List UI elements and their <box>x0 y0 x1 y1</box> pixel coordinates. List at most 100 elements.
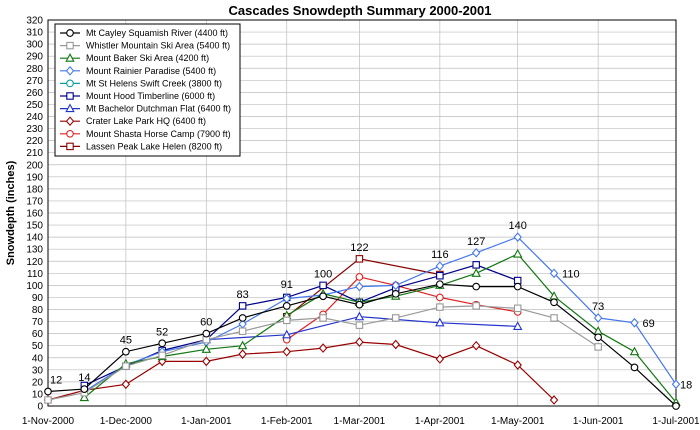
y-axis-label: Snowdepth (inches) <box>5 160 17 265</box>
legend-marker <box>66 129 74 138</box>
legend-label: Mt St Helens Swift Creek (3800 ft) <box>86 78 222 88</box>
y-tick-label: 300 <box>26 40 43 51</box>
legend-entry: Mt Bachelor Dutchman Flat (6400 ft) <box>60 103 231 114</box>
data-point <box>550 298 558 307</box>
y-tick-label: 170 <box>26 196 43 207</box>
data-point <box>630 363 639 372</box>
data-point <box>238 302 247 310</box>
data-point <box>355 337 364 347</box>
y-tick-label: 40 <box>32 353 44 364</box>
legend-label: Mount Shasta Horse Camp (7900 ft) <box>86 129 231 139</box>
data-label: 45 <box>120 335 132 347</box>
legend: Mt Cayley Squamish River (4400 ft) Whistl… <box>54 23 241 157</box>
legend-entry: Mt St Helens Swift Creek (3800 ft) <box>60 78 222 88</box>
x-tick-label: 1-Dec-2000 <box>100 416 153 427</box>
legend-entry: Mount Shasta Horse Camp (7900 ft) <box>60 129 231 139</box>
y-tick-label: 60 <box>32 329 44 340</box>
data-point <box>436 280 444 289</box>
plot-area-border <box>47 19 677 407</box>
data-point <box>594 333 602 342</box>
x-tick-label: 1-Mar-2001 <box>334 416 386 427</box>
data-point <box>202 356 211 367</box>
data-point <box>549 395 559 405</box>
data-point <box>79 392 90 402</box>
x-tick-label: 1-Jan-2001 <box>181 416 232 427</box>
data-point <box>355 281 364 292</box>
data-point <box>319 292 327 301</box>
data-point <box>391 339 400 350</box>
legend-marker <box>65 53 75 62</box>
data-point <box>672 402 680 410</box>
y-tick-label: 270 <box>26 76 43 87</box>
legend-entry: Mount Hood Timberline (6000 ft) <box>60 91 215 101</box>
legend-label: Mount Hood Timberline (6000 ft) <box>86 91 215 101</box>
data-label: 116 <box>431 249 449 261</box>
data-point <box>472 261 480 269</box>
chart-title: Cascades Snowdepth Summary 2000-2001 <box>228 3 491 18</box>
data-point <box>355 273 364 281</box>
data-label: 52 <box>156 326 168 338</box>
data-point <box>355 321 364 329</box>
data-point <box>391 314 400 322</box>
y-tick-label: 130 <box>26 245 43 256</box>
y-tick-label: 320 <box>26 16 43 27</box>
data-point <box>593 326 603 335</box>
data-point <box>436 271 444 280</box>
data-label: 110 <box>562 268 580 280</box>
data-point <box>122 347 130 356</box>
data-point <box>472 282 481 291</box>
data-point <box>282 302 291 310</box>
data-point <box>201 344 212 353</box>
legend-label: Lassen Peak Lake Helen (8200 ft) <box>86 141 222 151</box>
data-point <box>158 351 166 360</box>
data-label: 73 <box>592 301 604 313</box>
data-point <box>238 327 247 335</box>
legend-marker <box>66 41 74 50</box>
y-tick-label: 220 <box>26 136 43 147</box>
data-point <box>550 314 558 322</box>
data-point <box>629 346 640 356</box>
data-point <box>282 329 292 339</box>
legend-label: Mount Baker Ski Area (4200 ft) <box>86 53 209 63</box>
legend-marker <box>66 79 74 88</box>
legend-entry: Mt Cayley Squamish River (4400 ft) <box>60 28 228 38</box>
series-line <box>286 258 441 318</box>
data-point <box>391 280 400 291</box>
legend-marker <box>66 142 74 151</box>
y-tick-label: 260 <box>26 88 43 99</box>
data-point <box>355 255 364 263</box>
series-1 <box>44 302 602 404</box>
data-label: 12 <box>50 375 62 387</box>
y-tick-label: 100 <box>26 281 43 292</box>
legend-label: Mt Cayley Squamish River (4400 ft) <box>86 28 228 38</box>
data-point <box>513 360 522 370</box>
y-tick-label: 90 <box>32 293 44 304</box>
data-point <box>471 268 481 277</box>
data-label: 60 <box>200 317 212 329</box>
data-point <box>513 304 522 313</box>
data-label: 69 <box>642 318 654 330</box>
data-point <box>319 314 327 322</box>
y-tick-label: 20 <box>32 377 44 388</box>
legend-entry: Mount Baker Ski Area (4200 ft) <box>60 53 209 63</box>
y-tick-label: 120 <box>26 257 43 268</box>
legend-entry: Whistler Mountain Ski Area (5400 ft) <box>60 41 230 51</box>
y-tick-label: 30 <box>32 365 44 376</box>
y-tick-label: 0 <box>37 402 43 413</box>
data-point <box>472 302 480 310</box>
data-point <box>122 362 130 370</box>
y-tick-label: 240 <box>26 112 43 123</box>
data-label: 122 <box>350 242 368 254</box>
data-point <box>512 321 523 330</box>
data-point <box>318 343 328 353</box>
data-point <box>282 316 291 325</box>
data-point <box>202 329 211 338</box>
data-point <box>549 268 559 279</box>
data-point <box>630 317 639 328</box>
data-point <box>238 349 247 359</box>
data-label: 100 <box>314 268 332 280</box>
series-line <box>84 264 518 387</box>
data-label: 127 <box>467 236 485 248</box>
y-tick-label: 160 <box>26 209 43 220</box>
